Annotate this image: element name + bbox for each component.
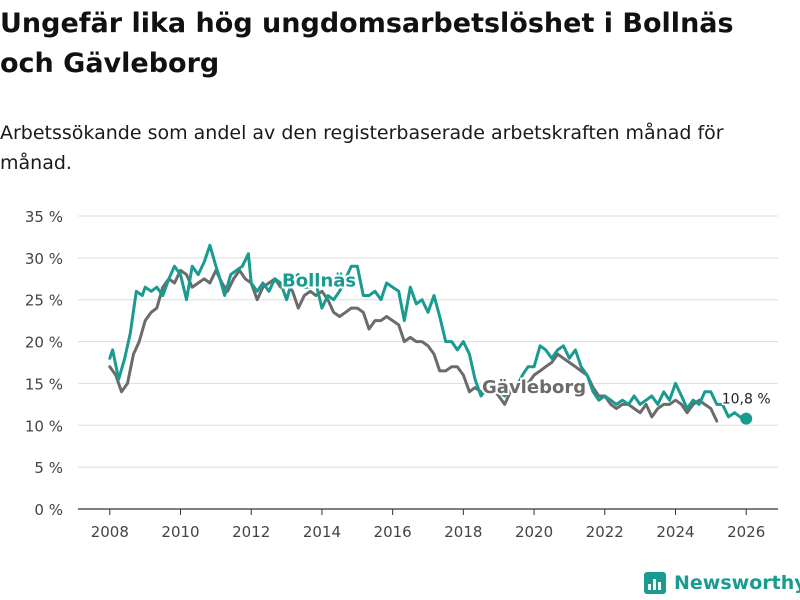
x-tick-label: 2022 [586,523,624,540]
x-tick-label: 2026 [727,523,765,540]
x-tick-label: 2012 [232,523,270,540]
series-line-bolln-s [108,243,748,421]
series-layer [108,243,748,423]
y-tick-label: 25 % [25,292,63,310]
chart-subtitle: Arbetssökande som andel av den registerb… [0,122,724,174]
brand-name: Newsworthy [674,572,800,594]
label-layer: Gävleborg Bollnäs 10,8 % [280,269,772,425]
line-chart: 0 % 5 % 10 % 15 % 20 % 25 % 30 % 35 % 2008 2010 20… [25,208,778,540]
bar-chart-icon [644,572,666,594]
y-tick-label: 20 % [25,334,63,352]
series-label-g-vleborg: Gävleborg [482,377,586,398]
y-tick-label: 35 % [25,208,63,226]
x-tick-label: 2020 [515,523,553,540]
newsworthy-logo: Newsworthy [644,568,800,598]
chart-title: Ungefär lika hög ungdomsarbetslöshet i B… [0,8,734,79]
grid-layer [78,215,778,510]
axis-layer: 0 % 5 % 10 % 15 % 20 % 25 % 30 % 35 % 2008 2010 20… [25,208,765,540]
y-tick-label: 5 % [34,459,63,477]
y-tick-label: 0 % [34,501,63,519]
end-point-marker [740,412,753,425]
series-label-bolln-s: Bollnäs [282,271,356,292]
x-tick-label: 2024 [656,523,694,540]
x-tick-label: 2008 [91,523,129,540]
y-tick-label: 30 % [25,250,63,268]
x-tick-label: 2018 [444,523,482,540]
y-tick-label: 10 % [25,417,63,435]
x-tick-label: 2010 [161,523,199,540]
x-tick-label: 2016 [374,523,412,540]
series-line-g-vleborg [108,268,719,423]
x-tick-label: 2014 [303,523,341,540]
y-tick-label: 15 % [25,375,63,393]
end-value-label: 10,8 % [722,392,771,408]
